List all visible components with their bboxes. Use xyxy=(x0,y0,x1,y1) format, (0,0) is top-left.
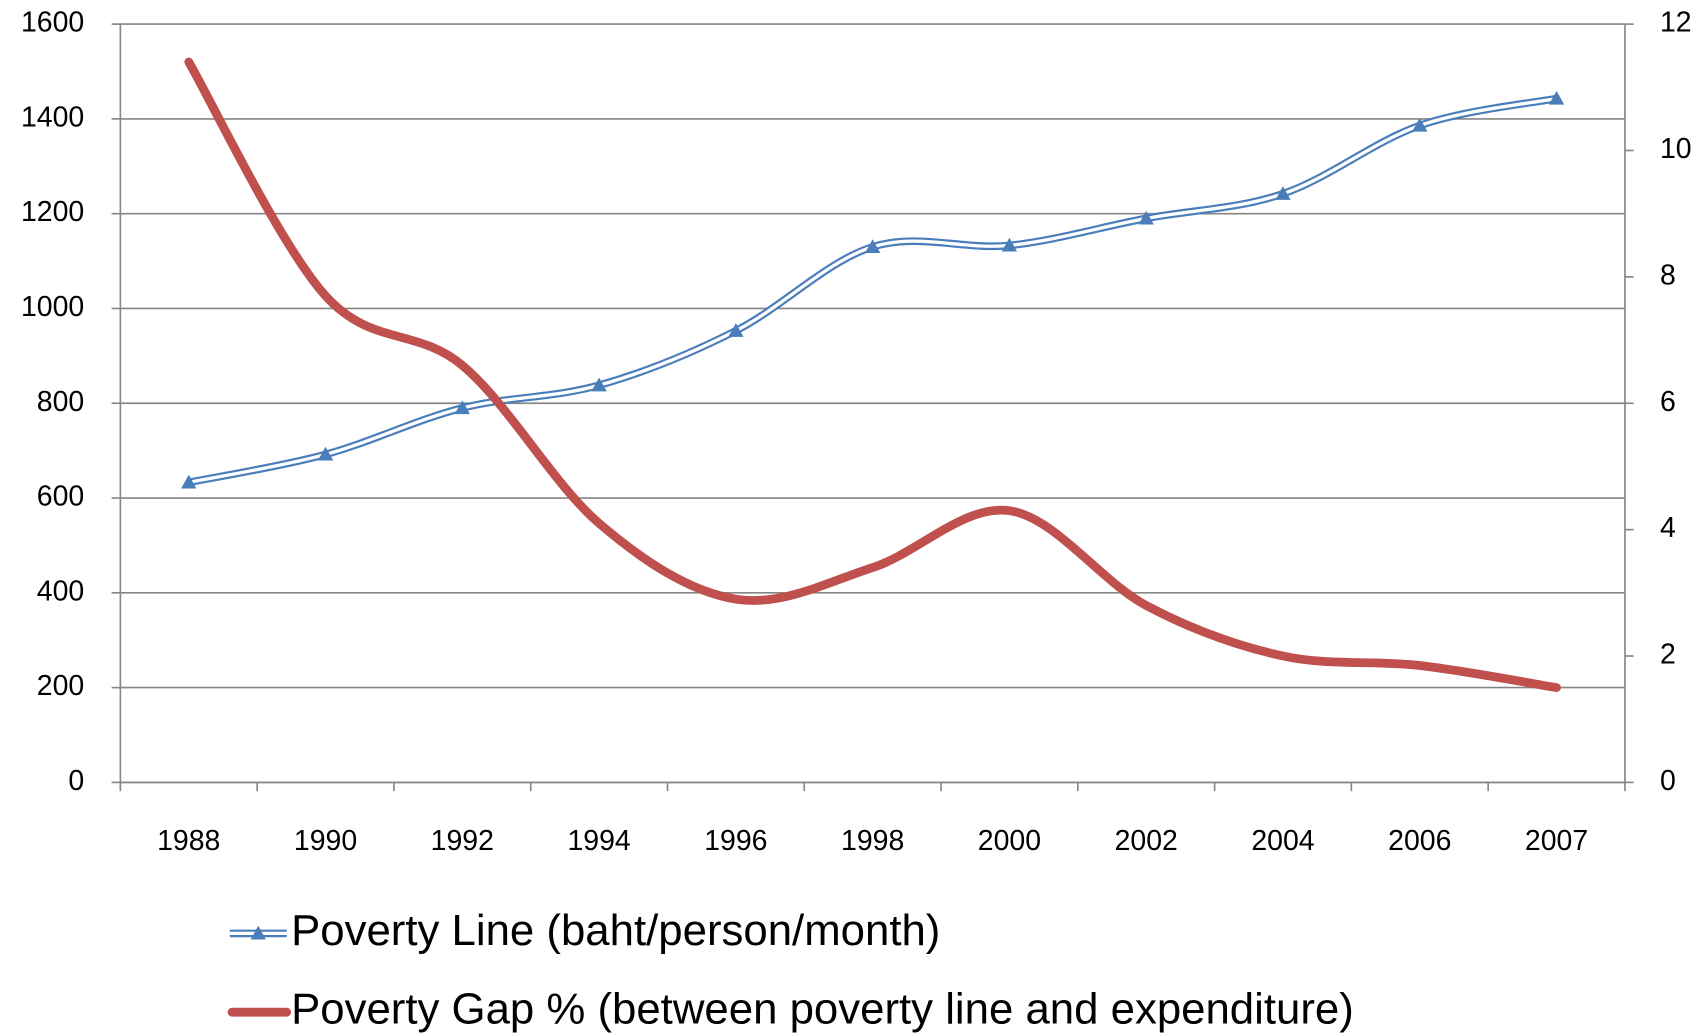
marker xyxy=(591,377,607,392)
y-tick-label: 200 xyxy=(37,670,84,702)
line-series xyxy=(187,94,1558,487)
x-tick-label: 1996 xyxy=(704,825,767,857)
y2-tick-label: 0 xyxy=(1660,765,1676,797)
y-tick-label: 400 xyxy=(37,575,84,607)
y-tick-label: 1000 xyxy=(21,291,84,323)
line-series xyxy=(184,57,1561,692)
legend-marker xyxy=(250,925,266,940)
marker xyxy=(1275,186,1291,200)
y2-tick-label: 6 xyxy=(1660,386,1676,418)
x-tick-label: 2006 xyxy=(1388,825,1451,857)
y2-tick-label: 8 xyxy=(1660,259,1676,291)
marker xyxy=(181,474,197,489)
x-tick-label: 1994 xyxy=(567,825,630,857)
x-tick-label: 1998 xyxy=(841,825,904,857)
marker xyxy=(317,446,334,461)
y2-tick-label: 2 xyxy=(1660,639,1676,671)
y-tick-label: 600 xyxy=(37,481,84,513)
x-tick-label: 2000 xyxy=(978,825,1041,857)
marker xyxy=(1001,237,1018,252)
marker xyxy=(728,323,744,337)
x-tick-label: 1990 xyxy=(294,825,357,857)
x-tick-label: 1992 xyxy=(431,825,494,857)
y-tick-label: 1200 xyxy=(21,196,84,228)
y-tick-label: 1600 xyxy=(21,7,84,39)
marker xyxy=(454,400,470,415)
x-tick-label: 2002 xyxy=(1115,825,1178,857)
y-tick-label: 1400 xyxy=(21,101,84,133)
legend-label: Poverty Gap % (between poverty line and … xyxy=(291,985,1354,1033)
y2-tick-label: 10 xyxy=(1660,133,1692,165)
marker xyxy=(1138,210,1154,225)
y2-tick-label: 12 xyxy=(1660,7,1692,39)
y-tick-label: 800 xyxy=(37,386,84,418)
x-tick-label: 2004 xyxy=(1251,825,1314,857)
marker xyxy=(864,239,881,253)
x-tick-label: 1988 xyxy=(157,825,220,857)
marker xyxy=(1412,117,1428,132)
x-tick-label: 2007 xyxy=(1525,825,1588,857)
marker xyxy=(1548,90,1565,105)
y2-tick-label: 4 xyxy=(1660,512,1676,544)
y-tick-label: 0 xyxy=(68,765,84,797)
legend-label: Poverty Line (baht/person/month) xyxy=(291,906,940,955)
